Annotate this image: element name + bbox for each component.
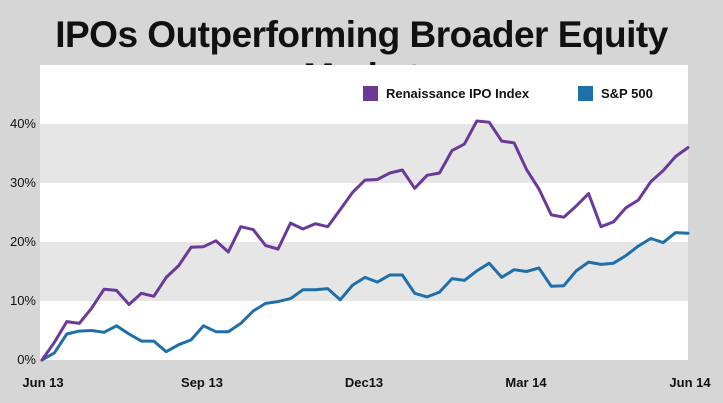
x-tick-label: Sep 13 — [181, 375, 223, 390]
y-tick-label: 0% — [17, 352, 36, 367]
legend-label-s-p-500: S&P 500 — [601, 86, 653, 101]
y-tick-label: 30% — [10, 175, 36, 190]
x-axis-ticks: Jun 13 Sep 13 Dec13 Mar 14 Jun 14 — [22, 375, 711, 390]
legend: Renaissance IPO Index S&P 500 — [363, 86, 653, 101]
y-tick-label: 40% — [10, 116, 36, 131]
grid-bands — [40, 124, 688, 301]
series-line-renaissance-ipo-index — [40, 119, 690, 362]
plot-area — [40, 65, 688, 360]
x-tick-label: Jun 13 — [22, 375, 63, 390]
x-tick-label: Dec13 — [345, 375, 383, 390]
grid-band-1 — [40, 124, 688, 183]
x-tick-label: Jun 14 — [669, 375, 711, 390]
legend-swatch-s-p-500 — [578, 86, 593, 101]
y-tick-label: 10% — [10, 293, 36, 308]
grid-band-0 — [40, 242, 688, 301]
series-lines — [40, 119, 690, 362]
series-line-s-p-500 — [40, 231, 690, 362]
legend-swatch-renaissance-ipo-index — [363, 86, 378, 101]
y-tick-label: 20% — [10, 234, 36, 249]
x-tick-label: Mar 14 — [505, 375, 547, 390]
plot-background — [40, 65, 688, 360]
y-axis-ticks: 0% 10% 20% 30% 40% — [10, 116, 36, 367]
legend-label-renaissance-ipo-index: Renaissance IPO Index — [386, 86, 530, 101]
